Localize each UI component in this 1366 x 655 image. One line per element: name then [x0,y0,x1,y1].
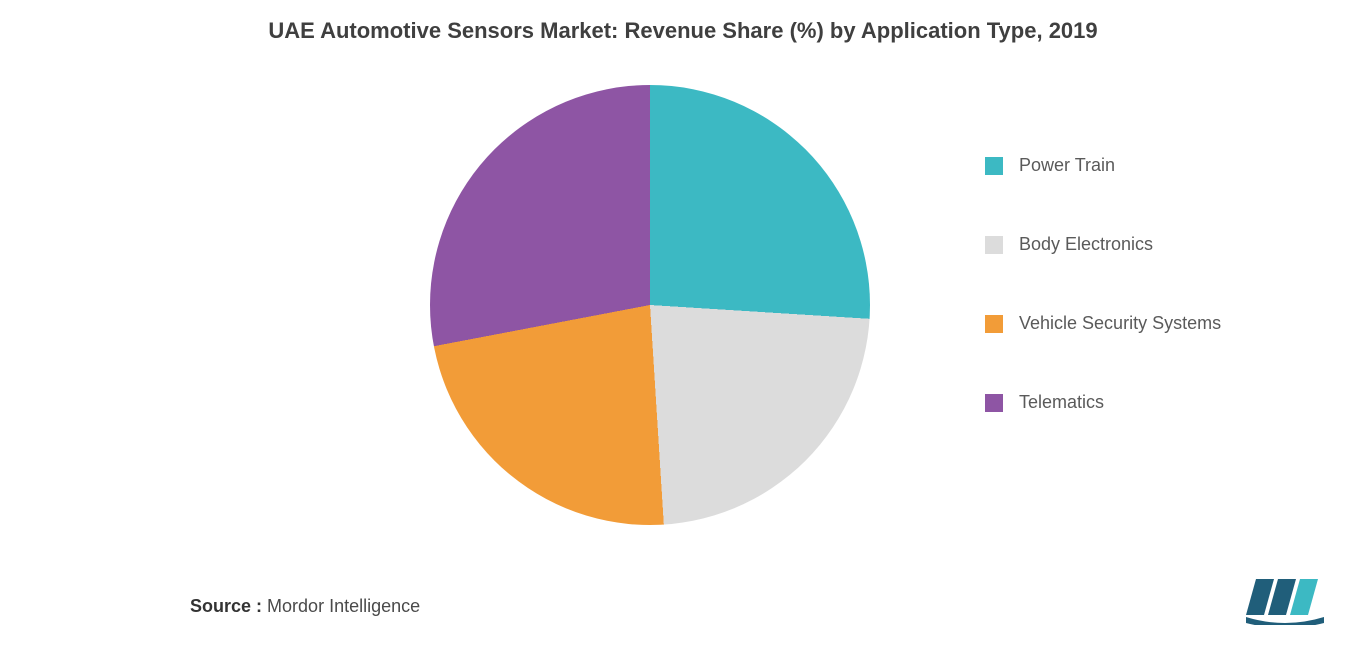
legend-item: Vehicle Security Systems [985,313,1221,334]
chart-title: UAE Automotive Sensors Market: Revenue S… [0,18,1366,44]
source-attribution: Source : Mordor Intelligence [190,596,420,617]
brand-logo [1246,577,1324,625]
legend-swatch [985,315,1003,333]
legend: Power Train Body Electronics Vehicle Secur… [985,155,1221,413]
source-label: Source : [190,596,262,616]
legend-label: Telematics [1019,392,1104,413]
logo-svg [1246,577,1324,625]
legend-item: Power Train [985,155,1221,176]
legend-label: Vehicle Security Systems [1019,313,1221,334]
legend-label: Power Train [1019,155,1115,176]
legend-swatch [985,394,1003,412]
legend-item: Telematics [985,392,1221,413]
legend-item: Body Electronics [985,234,1221,255]
pie-chart [430,85,870,525]
legend-swatch [985,157,1003,175]
source-value: Mordor Intelligence [267,596,420,616]
legend-label: Body Electronics [1019,234,1153,255]
pie-graphic [430,85,870,525]
chart-container: UAE Automotive Sensors Market: Revenue S… [0,0,1366,655]
legend-swatch [985,236,1003,254]
